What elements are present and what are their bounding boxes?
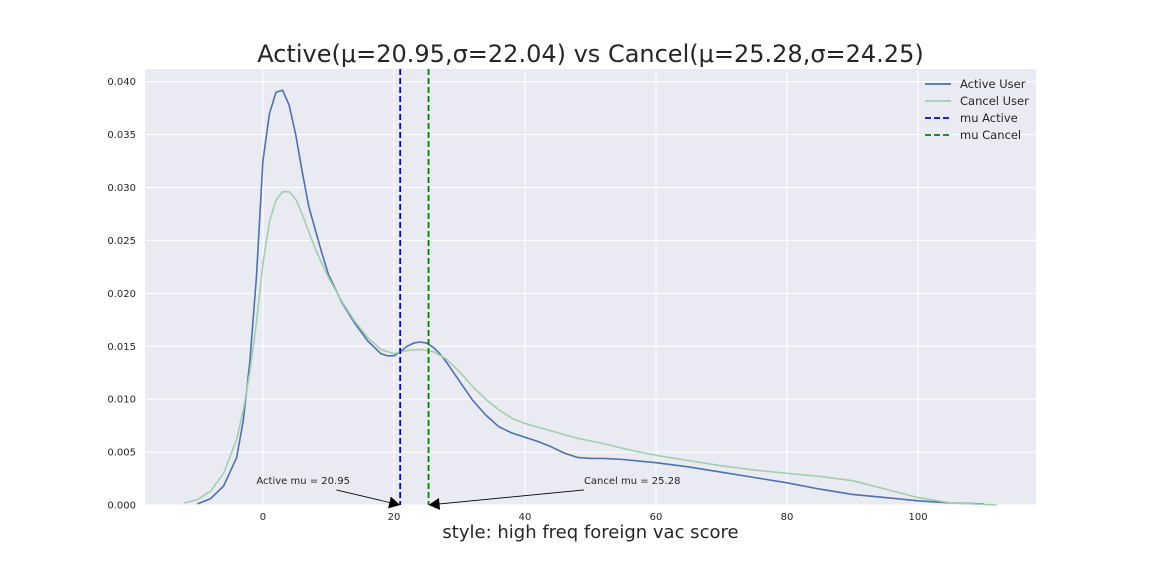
legend-label: mu Cancel [960,128,1021,142]
x-tick-label: 60 [650,512,663,523]
y-tick-label: 0.025 [107,236,136,247]
series-line-active-user [197,89,984,505]
x-tick-label: 40 [519,512,532,523]
legend-label: Active User [960,77,1026,91]
legend: Active User Cancel User mu Active mu Cancel [925,77,1029,142]
annotation-arrow-head [428,497,441,510]
y-tick-label: 0.005 [107,448,136,459]
x-tick-label: 100 [909,512,928,523]
plot-area [145,69,1036,505]
x-tick-label: 20 [388,512,401,523]
mean-lines [399,69,430,505]
y-tick-label: 0.020 [107,289,136,300]
x-tick-label: 80 [781,512,794,523]
x-tick-label: 0 [260,512,266,523]
y-tick-label: 0.015 [107,342,136,353]
series-lines [184,89,997,506]
x-axis-label: style: high freq foreign vac score [442,522,738,543]
y-tick-label: 0.010 [107,395,136,406]
chart-title: Active(μ=20.95,σ=22.04) vs Cancel(μ=25.2… [257,40,923,68]
y-tick-label: 0.040 [107,77,136,88]
axis-ticks: 0 20 40 60 80 100 0.000 0.005 0.010 0.015 0.020 0.0… [107,77,927,523]
annotations: Active mu = 20.95 Cancel mu = 25.28 [256,476,680,510]
y-tick-label: 0.030 [107,183,136,194]
y-tick-label: 0.035 [107,130,136,141]
annotation-text: Cancel mu = 25.28 [584,476,681,487]
series-line-cancel-user [184,191,997,506]
grid-lines [145,69,1036,506]
legend-label: mu Active [960,111,1018,125]
annotation-text: Active mu = 20.95 [256,476,350,487]
annotation-arrow-head [388,496,401,509]
annotation-arrow-line [439,489,584,505]
y-tick-label: 0.000 [107,501,136,512]
annotation-arrow-line [336,489,390,503]
legend-label: Cancel User [960,94,1029,108]
